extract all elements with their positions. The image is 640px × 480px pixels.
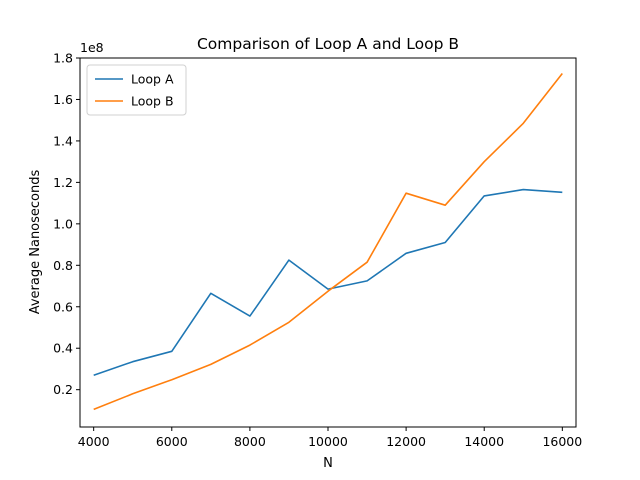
y-tick-label: 0.4 — [53, 341, 73, 356]
chart-title: Comparison of Loop A and Loop B — [197, 35, 459, 53]
y-axis-title: Average Nanoseconds — [28, 170, 43, 315]
legend-label-loop-a: Loop A — [131, 72, 174, 87]
y-axis-offset-label: 1e8 — [80, 40, 104, 55]
y-axis-ticks: 0.2 0.4 0.6 0.8 1.0 1.2 1.4 1.6 1.8 — [53, 51, 80, 397]
y-tick-label: 1.2 — [53, 175, 73, 190]
legend-label-loop-b: Loop B — [131, 94, 174, 109]
x-tick-label: 10000 — [308, 434, 348, 449]
x-tick-label: 8000 — [234, 434, 266, 449]
y-tick-label: 1.8 — [53, 51, 73, 66]
series-line-loop-b — [93, 73, 563, 411]
legend-box — [86, 64, 187, 116]
x-tick-label: 6000 — [156, 434, 188, 449]
x-tick-label: 14000 — [464, 434, 504, 449]
y-tick-label: 1.0 — [53, 216, 73, 231]
series-lines — [93, 73, 563, 411]
y-tick-label: 0.8 — [53, 258, 73, 273]
legend: Loop A Loop B — [86, 64, 187, 116]
x-tick-label: 12000 — [386, 434, 426, 449]
x-tick-label: 4000 — [78, 434, 110, 449]
y-tick-label: 0.2 — [53, 382, 73, 397]
series-line-loop-a — [93, 188, 563, 376]
y-tick-label: 1.6 — [53, 92, 73, 107]
x-axis-ticks: 4000 6000 8000 10000 12000 14000 16000 — [78, 427, 582, 449]
y-tick-label: 1.4 — [53, 133, 73, 148]
x-axis-title: N — [323, 456, 333, 471]
y-tick-label: 0.6 — [53, 299, 73, 314]
x-tick-label: 16000 — [542, 434, 582, 449]
